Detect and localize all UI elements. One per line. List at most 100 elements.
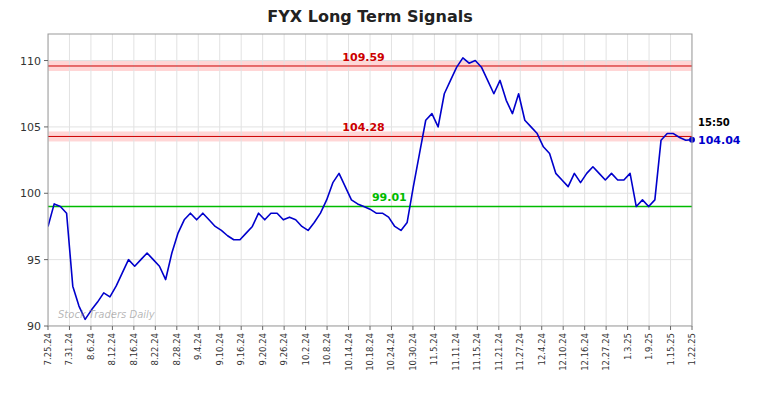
- grid-line: [284, 34, 285, 326]
- x-tick-label: 8.22.24: [150, 333, 160, 365]
- x-tick-label: 1.3.25: [623, 333, 633, 360]
- price-label: 104.04: [698, 134, 741, 147]
- grid-line: [219, 34, 220, 326]
- x-tick: [477, 326, 478, 330]
- x-tick: [520, 326, 521, 330]
- y-tick-label: 100: [20, 187, 41, 200]
- x-tick: [241, 326, 242, 330]
- x-tick-label: 9.26.24: [279, 333, 289, 365]
- grid-line: [198, 34, 199, 326]
- plot-area: [48, 34, 692, 326]
- y-tick: [44, 326, 48, 327]
- signal-line: [48, 65, 692, 66]
- y-tick: [44, 259, 48, 260]
- y-tick: [44, 126, 48, 127]
- signal-label: 104.28: [342, 121, 384, 134]
- grid-line: [112, 34, 113, 326]
- grid-line: [391, 34, 392, 326]
- grid-line: [412, 34, 413, 326]
- x-tick-label: 8.16.24: [129, 333, 139, 365]
- x-tick: [627, 326, 628, 330]
- grid-line: [48, 193, 692, 194]
- x-tick-label: 10.18.24: [365, 333, 375, 371]
- x-tick: [412, 326, 413, 330]
- x-tick-label: 8.28.24: [172, 333, 182, 365]
- grid-line: [133, 34, 134, 326]
- x-tick-label: 9.10.24: [215, 333, 225, 365]
- x-tick-label: 9.4.24: [193, 333, 203, 360]
- x-tick-label: 11.15.24: [472, 333, 482, 371]
- x-tick-label: 7.25.24: [43, 333, 53, 365]
- grid-line: [670, 34, 671, 326]
- signal-line: [48, 206, 692, 208]
- grid-line: [327, 34, 328, 326]
- x-tick: [606, 326, 607, 330]
- grid-line: [241, 34, 242, 326]
- grid-line: [262, 34, 263, 326]
- watermark: Stock Traders Daily: [58, 309, 156, 320]
- x-tick-label: 12.16.24: [580, 333, 590, 371]
- x-tick: [348, 326, 349, 330]
- x-tick-label: 12.27.24: [601, 333, 611, 371]
- y-tick-label: 90: [27, 320, 41, 333]
- y-tick-label: 95: [27, 254, 41, 267]
- x-tick: [112, 326, 113, 330]
- grid-line: [627, 34, 628, 326]
- x-tick-label: 8.6.24: [86, 333, 96, 360]
- x-tick-label: 1.15.25: [666, 333, 676, 365]
- x-tick-label: 10.2.24: [301, 333, 311, 365]
- x-tick-label: 11.11.24: [451, 333, 461, 371]
- x-tick-label: 10.8.24: [322, 333, 332, 365]
- x-tick-label: 7.31.24: [64, 333, 74, 365]
- y-tick-label: 110: [20, 55, 41, 68]
- grid-line: [48, 259, 692, 260]
- signal-line: [48, 136, 692, 137]
- price-line: [48, 58, 692, 319]
- x-tick: [262, 326, 263, 330]
- x-tick-label: 12.10.24: [558, 333, 568, 371]
- x-tick: [434, 326, 435, 330]
- x-tick-label: 10.24.24: [386, 333, 396, 371]
- x-tick: [48, 326, 49, 330]
- grid-line: [155, 34, 156, 326]
- x-tick-label: 1.9.25: [644, 333, 654, 360]
- x-tick-label: 8.12.24: [107, 333, 117, 365]
- time-label: 15:50: [698, 117, 730, 128]
- y-tick: [44, 60, 48, 61]
- grid-line: [69, 34, 70, 326]
- x-tick-label: 11.5.24: [429, 333, 439, 365]
- x-tick: [584, 326, 585, 330]
- x-tick: [692, 326, 693, 330]
- x-tick-label: 10.14.24: [344, 333, 354, 371]
- grid-line: [541, 34, 542, 326]
- grid-line: [498, 34, 499, 326]
- x-tick: [133, 326, 134, 330]
- x-tick: [219, 326, 220, 330]
- x-tick-label: 11.27.24: [515, 333, 525, 371]
- x-tick: [455, 326, 456, 330]
- x-tick: [370, 326, 371, 330]
- x-tick: [155, 326, 156, 330]
- grid-line: [370, 34, 371, 326]
- x-tick-label: 11.21.24: [494, 333, 504, 371]
- x-tick: [541, 326, 542, 330]
- x-tick: [305, 326, 306, 330]
- grid-line: [520, 34, 521, 326]
- grid-line: [348, 34, 349, 326]
- x-tick: [391, 326, 392, 330]
- plot-frame: [48, 34, 692, 326]
- grid-line: [477, 34, 478, 326]
- x-tick: [176, 326, 177, 330]
- grid-line: [455, 34, 456, 326]
- x-tick: [69, 326, 70, 330]
- x-tick: [90, 326, 91, 330]
- grid-line: [90, 34, 91, 326]
- y-tick: [44, 193, 48, 194]
- x-tick: [563, 326, 564, 330]
- signal-label: 99.01: [372, 191, 407, 204]
- x-tick-label: 9.20.24: [258, 333, 268, 365]
- y-tick-label: 105: [20, 121, 41, 134]
- grid-line: [305, 34, 306, 326]
- x-tick: [284, 326, 285, 330]
- grid-line: [649, 34, 650, 326]
